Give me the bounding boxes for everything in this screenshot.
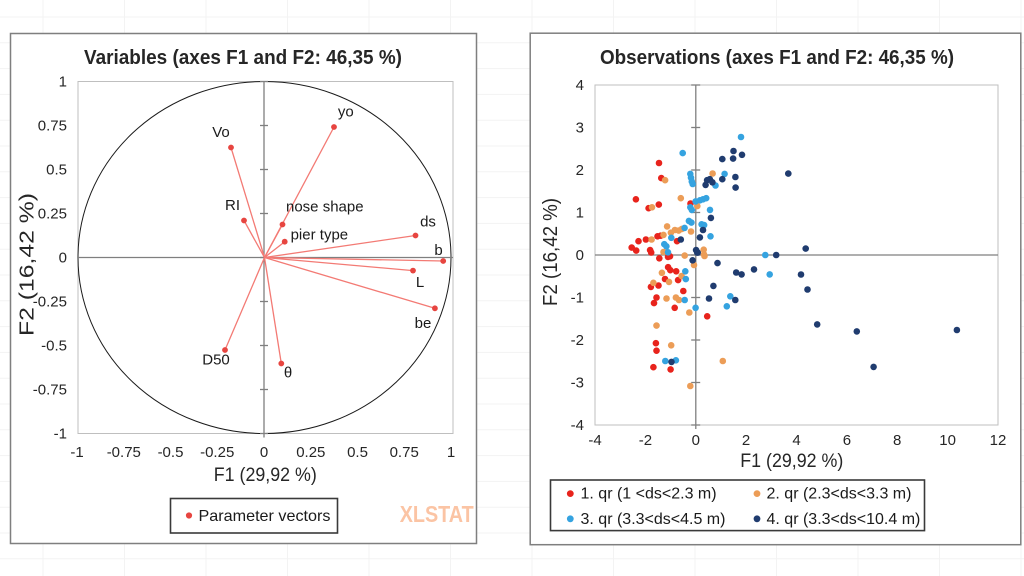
svg-text:-0.5: -0.5 [158, 444, 184, 461]
svg-text:Observations (axes F1 and F2:: Observations (axes F1 and F2: 46,35 %) [600, 47, 954, 69]
svg-text:RI: RI [225, 197, 240, 214]
svg-text:XLSTAT: XLSTAT [400, 501, 474, 527]
svg-text:1: 1 [576, 205, 584, 222]
svg-text:2: 2 [742, 432, 750, 449]
svg-text:F1 (29,92 %): F1 (29,92 %) [214, 465, 317, 486]
svg-text:3. qr (3.3<ds<4.5 m): 3. qr (3.3<ds<4.5 m) [581, 511, 726, 528]
svg-text:8: 8 [893, 432, 901, 449]
svg-text:-1: -1 [70, 444, 83, 461]
svg-text:F2 (16,42 %): F2 (16,42 %) [17, 193, 39, 336]
svg-text:0: 0 [576, 247, 584, 264]
svg-text:1: 1 [447, 444, 455, 461]
svg-text:1: 1 [59, 74, 67, 91]
svg-text:2: 2 [576, 162, 584, 179]
svg-text:Variables (axes F1 and F2: 46,: Variables (axes F1 and F2: 46,35 %) [84, 47, 402, 69]
svg-text:4: 4 [576, 77, 584, 94]
svg-text:pier type: pier type [291, 227, 349, 244]
svg-text:-0.25: -0.25 [200, 444, 234, 461]
svg-text:-0.75: -0.75 [33, 382, 67, 399]
svg-text:θ: θ [284, 365, 292, 382]
svg-text:F1 (29,92 %): F1 (29,92 %) [740, 451, 843, 472]
svg-text:yo: yo [338, 104, 354, 121]
svg-text:-2: -2 [571, 332, 584, 349]
svg-text:0.75: 0.75 [390, 444, 419, 461]
svg-text:Parameter vectors: Parameter vectors [199, 508, 331, 525]
svg-text:-3: -3 [571, 375, 584, 392]
svg-text:10: 10 [939, 432, 956, 449]
svg-text:0: 0 [59, 250, 67, 267]
svg-text:4: 4 [792, 432, 800, 449]
svg-text:-0.75: -0.75 [107, 444, 141, 461]
svg-text:-2: -2 [639, 432, 652, 449]
svg-text:L: L [416, 274, 424, 291]
svg-text:b: b [434, 242, 442, 259]
svg-text:0: 0 [692, 432, 700, 449]
svg-text:-0.25: -0.25 [33, 294, 67, 311]
svg-text:Vo: Vo [212, 124, 230, 141]
svg-text:-0.5: -0.5 [41, 338, 67, 355]
svg-text:2. qr (2.3<ds<3.3 m): 2. qr (2.3<ds<3.3 m) [767, 486, 912, 503]
svg-text:0.5: 0.5 [46, 162, 67, 179]
svg-text:F2 (16,42 %): F2 (16,42 %) [540, 198, 562, 306]
svg-text:-1: -1 [571, 290, 584, 307]
svg-text:-1: -1 [54, 426, 67, 443]
svg-text:6: 6 [843, 432, 851, 449]
svg-text:0.25: 0.25 [296, 444, 325, 461]
svg-text:ds: ds [420, 214, 436, 231]
svg-text:12: 12 [990, 432, 1007, 449]
svg-text:-4: -4 [571, 417, 584, 434]
svg-text:0.25: 0.25 [38, 206, 67, 223]
svg-text:3: 3 [576, 120, 584, 137]
svg-text:0.75: 0.75 [38, 118, 67, 135]
svg-text:0: 0 [260, 444, 268, 461]
svg-text:-4: -4 [588, 432, 601, 449]
svg-text:nose shape: nose shape [286, 199, 364, 216]
svg-text:1. qr (1 <ds<2.3 m): 1. qr (1 <ds<2.3 m) [581, 486, 717, 503]
svg-text:0.5: 0.5 [347, 444, 368, 461]
svg-text:be: be [415, 315, 432, 332]
svg-text:D50: D50 [202, 352, 230, 369]
svg-text:4. qr (3.3<ds<10.4 m): 4. qr (3.3<ds<10.4 m) [767, 511, 921, 528]
